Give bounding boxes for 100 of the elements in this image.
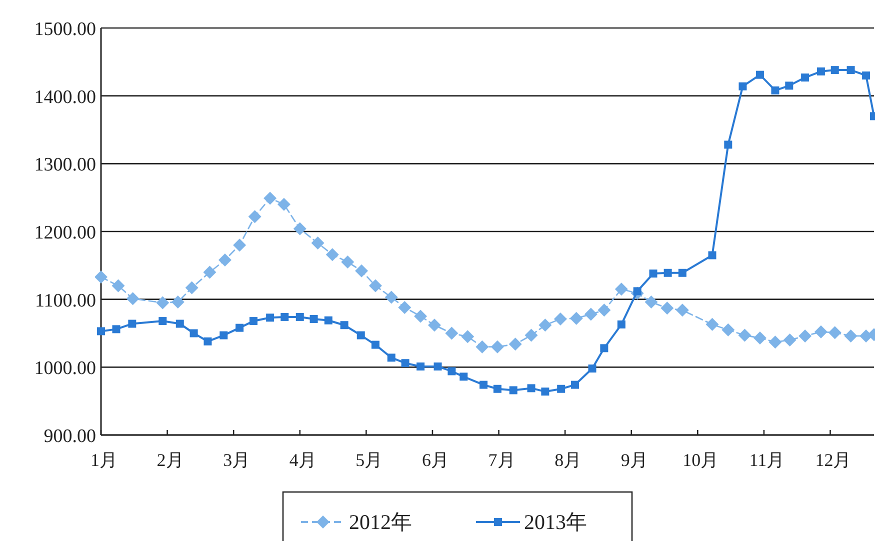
point bbox=[862, 71, 870, 80]
point bbox=[95, 270, 108, 284]
point bbox=[708, 251, 716, 260]
point bbox=[798, 329, 812, 342]
y-tick-label: 1400.00 bbox=[34, 86, 96, 108]
point bbox=[280, 312, 289, 321]
point bbox=[203, 266, 216, 279]
point bbox=[293, 222, 306, 236]
point bbox=[768, 336, 782, 349]
point bbox=[296, 312, 304, 321]
point bbox=[844, 329, 858, 342]
point bbox=[676, 304, 689, 317]
point bbox=[785, 82, 794, 90]
legend-label: 2013年 bbox=[524, 510, 587, 534]
point bbox=[738, 328, 752, 342]
point bbox=[311, 236, 324, 250]
point bbox=[356, 331, 365, 340]
point bbox=[541, 388, 550, 396]
point bbox=[112, 279, 125, 292]
x-tick-label: 9月 bbox=[620, 450, 648, 470]
point bbox=[310, 315, 318, 324]
point bbox=[600, 344, 608, 352]
point bbox=[371, 340, 380, 349]
point bbox=[783, 334, 796, 347]
point bbox=[664, 268, 672, 277]
point bbox=[801, 74, 810, 82]
point bbox=[445, 326, 458, 340]
point bbox=[204, 337, 212, 346]
point bbox=[493, 384, 502, 393]
point bbox=[416, 362, 425, 370]
point bbox=[97, 327, 105, 336]
point bbox=[476, 340, 489, 354]
point bbox=[814, 325, 828, 338]
x-tick-label: 2月 bbox=[156, 450, 184, 470]
point bbox=[598, 304, 611, 317]
point bbox=[387, 354, 396, 362]
point bbox=[490, 340, 504, 354]
point bbox=[398, 300, 412, 314]
x-tick-label: 11月 bbox=[749, 450, 785, 470]
x-tick-label: 10月 bbox=[682, 450, 719, 470]
point bbox=[324, 316, 332, 324]
point bbox=[756, 70, 764, 79]
point bbox=[355, 264, 368, 278]
point bbox=[158, 317, 167, 326]
point bbox=[233, 238, 246, 252]
point bbox=[277, 198, 290, 211]
point bbox=[176, 320, 184, 328]
point bbox=[771, 86, 780, 94]
point bbox=[414, 310, 428, 323]
point bbox=[434, 362, 442, 370]
point bbox=[722, 323, 735, 336]
point bbox=[644, 296, 658, 309]
point bbox=[460, 372, 468, 381]
point bbox=[846, 66, 855, 74]
point bbox=[156, 296, 170, 310]
x-tick-label: 6月 bbox=[422, 450, 449, 470]
point bbox=[112, 325, 120, 334]
point bbox=[264, 192, 277, 205]
point bbox=[461, 330, 474, 344]
point bbox=[326, 248, 339, 262]
point bbox=[554, 312, 567, 326]
point bbox=[190, 329, 198, 338]
point bbox=[617, 320, 626, 328]
y-tick-label: 1000.00 bbox=[34, 358, 96, 380]
point bbox=[185, 281, 198, 294]
point bbox=[508, 338, 522, 351]
y-tick-label: 1200.00 bbox=[34, 222, 96, 244]
point bbox=[126, 292, 140, 306]
point bbox=[340, 321, 348, 330]
point bbox=[527, 384, 536, 392]
point bbox=[538, 318, 552, 332]
point bbox=[571, 380, 580, 389]
point bbox=[218, 253, 232, 266]
point bbox=[724, 140, 732, 149]
y-tick-label: 1300.00 bbox=[34, 154, 96, 176]
point bbox=[266, 314, 274, 322]
point bbox=[828, 326, 842, 340]
point bbox=[678, 268, 686, 277]
point bbox=[248, 210, 262, 224]
x-tick-label: 7月 bbox=[488, 450, 516, 470]
point bbox=[428, 318, 441, 332]
point bbox=[816, 67, 825, 76]
point bbox=[448, 367, 456, 376]
point bbox=[401, 359, 410, 368]
point bbox=[584, 308, 598, 321]
point bbox=[614, 282, 628, 296]
y-tick-label: 1100.00 bbox=[34, 290, 96, 312]
x-tick-label: 8月 bbox=[554, 450, 582, 470]
legend-label: 2012年 bbox=[349, 510, 412, 534]
x-tick-label: 5月 bbox=[356, 450, 383, 470]
x-tick-label: 4月 bbox=[289, 450, 316, 470]
point bbox=[738, 82, 747, 90]
point bbox=[480, 380, 488, 389]
point bbox=[220, 331, 228, 340]
point bbox=[570, 312, 583, 325]
x-tick-label: 12月 bbox=[815, 450, 852, 470]
point bbox=[588, 364, 596, 373]
point bbox=[660, 302, 674, 315]
x-tick-label: 1月 bbox=[90, 450, 118, 470]
point bbox=[341, 256, 354, 269]
